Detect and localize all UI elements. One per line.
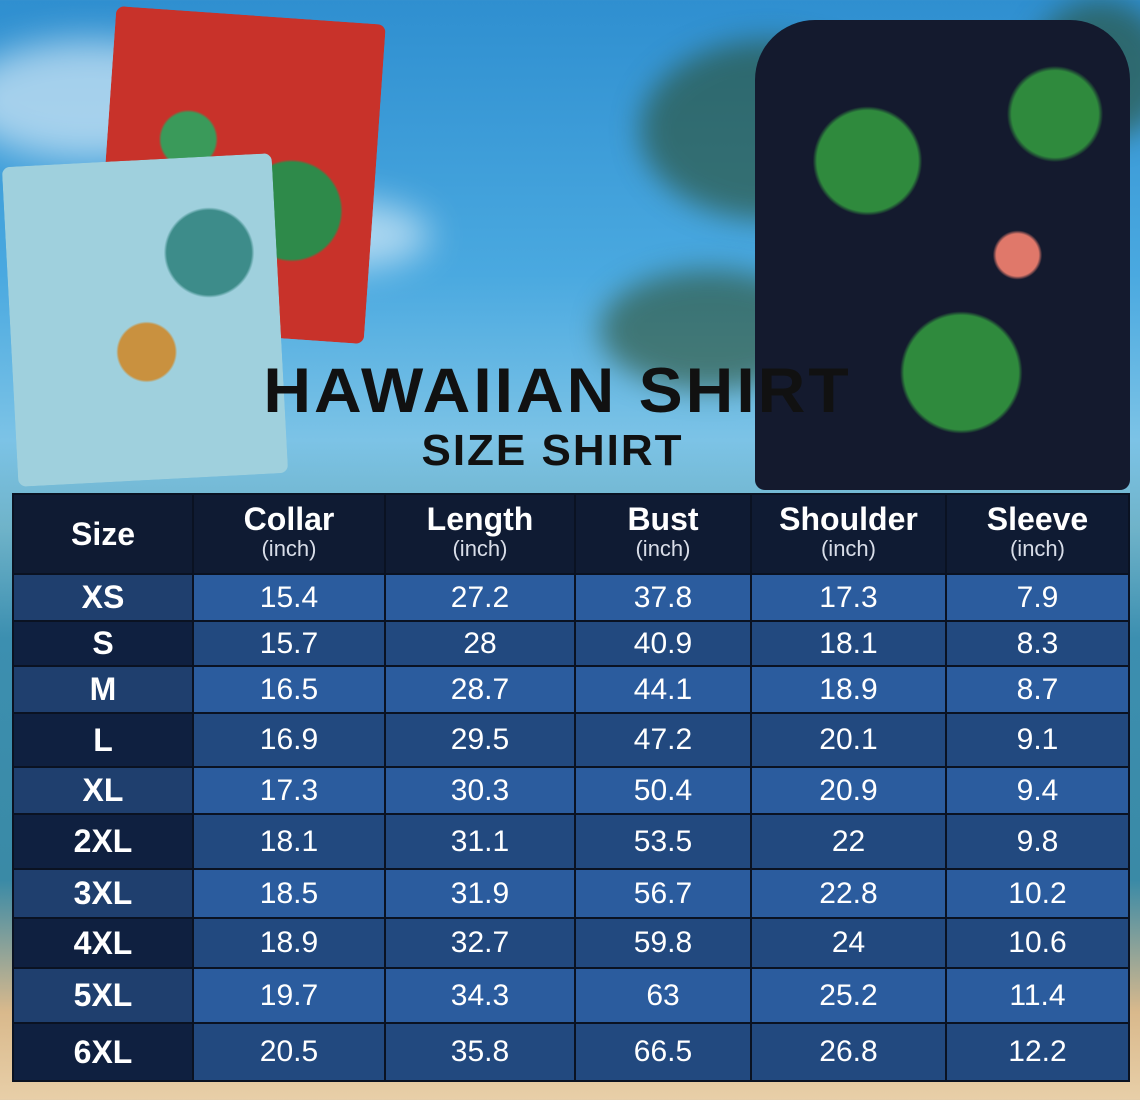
measurement-cell: 27.2 (384, 573, 576, 622)
measurement-cell: 24 (750, 917, 947, 969)
measurement-cell: 12.2 (945, 1022, 1130, 1082)
measurement-cell: 26.8 (750, 1022, 947, 1082)
size-label: 2XL (12, 813, 194, 870)
measurement-cell: 16.9 (192, 712, 386, 768)
table-row: XS 15.4 27.2 37.8 17.3 7.9 (12, 573, 1130, 622)
table-row: 2XL 18.1 31.1 53.5 22 9.8 (12, 813, 1130, 870)
column-header-length: Length (inch) (384, 493, 576, 575)
size-label: XL (12, 766, 194, 815)
measurement-cell: 7.9 (945, 573, 1130, 622)
size-chart-table: Size Collar (inch) Length (inch) Bust (inch) Sh… (12, 493, 1130, 1082)
page-title: HAWAIIAN SHIRT (263, 354, 852, 426)
measurement-cell: 18.1 (192, 813, 386, 870)
measurement-cell: 18.9 (192, 917, 386, 969)
table-row: M 16.5 28.7 44.1 18.9 8.7 (12, 665, 1130, 714)
size-label: 4XL (12, 917, 194, 969)
measurement-cell: 32.7 (384, 917, 576, 969)
table-row: L 16.9 29.5 47.2 20.1 9.1 (12, 712, 1130, 768)
table-row: 3XL 18.5 31.9 56.7 22.8 10.2 (12, 868, 1130, 919)
measurement-cell: 18.1 (750, 620, 947, 667)
size-label: 6XL (12, 1022, 194, 1082)
column-header-unit: (inch) (261, 536, 317, 561)
measurement-cell: 50.4 (574, 766, 752, 815)
size-label: M (12, 665, 194, 714)
column-header-label: Sleeve (986, 501, 1089, 537)
measurement-cell: 59.8 (574, 917, 752, 969)
measurement-cell: 63 (574, 967, 752, 1024)
size-label: 3XL (12, 868, 194, 919)
measurement-cell: 8.3 (945, 620, 1130, 667)
column-header-label: Size (70, 516, 136, 552)
column-header-unit: (inch) (635, 536, 691, 561)
measurement-cell: 17.3 (192, 766, 386, 815)
measurement-cell: 66.5 (574, 1022, 752, 1082)
measurement-cell: 17.3 (750, 573, 947, 622)
measurement-cell: 22.8 (750, 868, 947, 919)
measurement-cell: 8.7 (945, 665, 1130, 714)
measurement-cell: 56.7 (574, 868, 752, 919)
table-row: 5XL 19.7 34.3 63 25.2 11.4 (12, 967, 1130, 1024)
measurement-cell: 34.3 (384, 967, 576, 1024)
measurement-cell: 22 (750, 813, 947, 870)
measurement-cell: 29.5 (384, 712, 576, 768)
measurement-cell: 44.1 (574, 665, 752, 714)
column-header-shoulder: Shoulder (inch) (750, 493, 947, 575)
measurement-cell: 19.7 (192, 967, 386, 1024)
measurement-cell: 9.8 (945, 813, 1130, 870)
column-header-label: Bust (627, 501, 699, 537)
measurement-cell: 28 (384, 620, 576, 667)
column-header-unit: (inch) (1009, 536, 1065, 561)
measurement-cell: 15.4 (192, 573, 386, 622)
column-header-label: Collar (243, 501, 335, 537)
measurement-cell: 18.9 (750, 665, 947, 714)
measurement-cell: 16.5 (192, 665, 386, 714)
measurement-cell: 31.1 (384, 813, 576, 870)
measurement-cell: 20.1 (750, 712, 947, 768)
table-row: 4XL 18.9 32.7 59.8 24 10.6 (12, 917, 1130, 969)
measurement-cell: 25.2 (750, 967, 947, 1024)
size-label: S (12, 620, 194, 667)
measurement-cell: 37.8 (574, 573, 752, 622)
measurement-cell: 9.4 (945, 766, 1130, 815)
column-header-collar: Collar (inch) (192, 493, 386, 575)
measurement-cell: 10.2 (945, 868, 1130, 919)
table-row: S 15.7 28 40.9 18.1 8.3 (12, 620, 1130, 667)
measurement-cell: 20.9 (750, 766, 947, 815)
table-row: 6XL 20.5 35.8 66.5 26.8 12.2 (12, 1022, 1130, 1082)
measurement-cell: 28.7 (384, 665, 576, 714)
measurement-cell: 10.6 (945, 917, 1130, 969)
size-label: 5XL (12, 967, 194, 1024)
size-label: XS (12, 573, 194, 622)
column-header-unit: (inch) (452, 536, 508, 561)
column-header-size: Size (12, 493, 194, 575)
measurement-cell: 9.1 (945, 712, 1130, 768)
measurement-cell: 53.5 (574, 813, 752, 870)
measurement-cell: 31.9 (384, 868, 576, 919)
table-row: XL 17.3 30.3 50.4 20.9 9.4 (12, 766, 1130, 815)
measurement-cell: 40.9 (574, 620, 752, 667)
measurement-cell: 47.2 (574, 712, 752, 768)
measurement-cell: 11.4 (945, 967, 1130, 1024)
column-header-label: Shoulder (779, 501, 918, 537)
measurement-cell: 20.5 (192, 1022, 386, 1082)
column-header-unit: (inch) (820, 536, 876, 561)
column-header-sleeve: Sleeve (inch) (945, 493, 1130, 575)
column-header-bust: Bust (inch) (574, 493, 752, 575)
size-label: L (12, 712, 194, 768)
column-header-label: Length (426, 501, 534, 537)
measurement-cell: 15.7 (192, 620, 386, 667)
table-header-row: Size Collar (inch) Length (inch) Bust (inch) Sh… (12, 493, 1130, 575)
model-flamingo-shirt-image (755, 20, 1130, 490)
measurement-cell: 18.5 (192, 868, 386, 919)
measurement-cell: 30.3 (384, 766, 576, 815)
page-subtitle: SIZE SHIRT (421, 426, 684, 475)
measurement-cell: 35.8 (384, 1022, 576, 1082)
